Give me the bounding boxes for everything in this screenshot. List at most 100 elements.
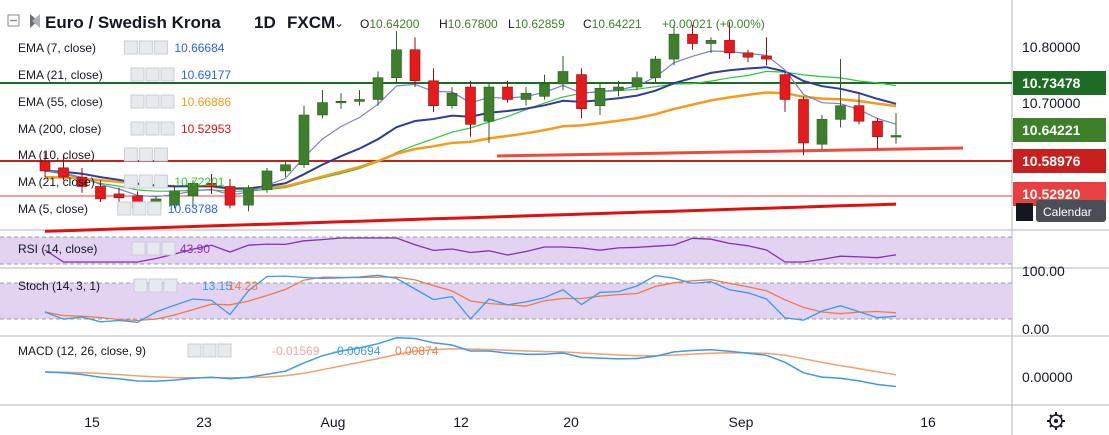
macd-signal-line[interactable]: [44, 347, 897, 379]
candle[interactable]: [409, 49, 421, 82]
indicator-action-icon[interactable]: [160, 67, 175, 82]
indicator-label[interactable]: EMA (21, close): [18, 68, 103, 82]
calendar-label[interactable]: Calendar: [1043, 205, 1092, 219]
candle[interactable]: [557, 71, 569, 85]
indicator-action-icon[interactable]: [132, 201, 147, 216]
trendline[interactable]: [496, 146, 964, 158]
candle[interactable]: [39, 161, 51, 172]
indicator-action-icon[interactable]: [145, 94, 160, 109]
candle[interactable]: [742, 52, 754, 58]
stoch-d-line[interactable]: [44, 276, 897, 322]
candle[interactable]: [372, 77, 384, 100]
candle[interactable]: [391, 49, 402, 79]
indicator-action-icon[interactable]: [130, 121, 145, 136]
indicator-label[interactable]: MA (21, close): [18, 175, 95, 189]
candle[interactable]: [539, 83, 550, 97]
candle[interactable]: [354, 99, 365, 102]
candle[interactable]: [816, 119, 828, 145]
candle[interactable]: [724, 40, 735, 54]
exchange-label[interactable]: FXCM: [287, 13, 335, 32]
candle[interactable]: [169, 190, 180, 206]
macd-label[interactable]: MACD (12, 26, close, 9): [18, 344, 146, 358]
candle[interactable]: [335, 101, 347, 104]
indicator-action-icon[interactable]: [123, 174, 138, 189]
indicator-action-icon[interactable]: [138, 147, 153, 162]
candle[interactable]: [798, 99, 809, 144]
indicator-action-icon[interactable]: [130, 94, 145, 109]
indicator-action-icon[interactable]: [145, 121, 160, 136]
candle[interactable]: [576, 74, 587, 110]
chevron-down-icon[interactable]: ⌄: [334, 16, 344, 30]
candle[interactable]: [502, 86, 513, 100]
candle[interactable]: [890, 135, 902, 138]
indicator-action-icon[interactable]: [202, 343, 217, 358]
candle[interactable]: [687, 33, 698, 44]
candle[interactable]: [280, 164, 291, 172]
candle[interactable]: [779, 74, 791, 100]
indicator-action-icon[interactable]: [117, 201, 132, 216]
collapse-icon[interactable]: [7, 14, 20, 27]
candle[interactable]: [872, 120, 883, 138]
indicator-action-icon[interactable]: [153, 174, 168, 189]
indicator-action-icon[interactable]: [146, 241, 161, 256]
stoch-k-line[interactable]: [44, 274, 897, 323]
candle[interactable]: [483, 86, 495, 122]
gear-icon[interactable]: [1047, 412, 1065, 430]
symbol-title[interactable]: Euro / Swedish Krona: [45, 13, 221, 32]
candle[interactable]: [631, 77, 643, 88]
macd-line[interactable]: [44, 337, 897, 388]
candle[interactable]: [206, 183, 217, 187]
time-axis[interactable]: 15 23 Aug 12 20 Sep 16: [84, 414, 936, 430]
indicator-action-icon[interactable]: [123, 147, 138, 162]
candle[interactable]: [298, 114, 310, 166]
candle[interactable]: [58, 167, 69, 178]
indicator-action-icon[interactable]: [187, 343, 202, 358]
ma200-line[interactable]: [44, 202, 897, 233]
indicator-action-icon[interactable]: [160, 121, 175, 136]
indicator-label[interactable]: EMA (55, close): [18, 95, 103, 109]
candle[interactable]: [853, 105, 865, 122]
interval-label[interactable]: 1D: [254, 13, 276, 32]
candle[interactable]: [761, 55, 772, 60]
stoch-label[interactable]: Stoch (14, 3, 1): [18, 279, 100, 293]
indicator-action-icon[interactable]: [133, 278, 148, 293]
rsi-label[interactable]: RSI (14, close): [18, 242, 97, 256]
candle[interactable]: [76, 176, 88, 187]
price-axis[interactable]: 10.80000 10.70000 10.73478 10.64221 10.589…: [1013, 39, 1106, 385]
indicator-action-icon[interactable]: [138, 174, 153, 189]
indicator-label[interactable]: MA (200, close): [18, 122, 101, 136]
candle[interactable]: [224, 186, 236, 206]
candle[interactable]: [835, 105, 846, 120]
indicator-action-icon[interactable]: [148, 278, 163, 293]
candle[interactable]: [428, 80, 439, 106]
candle[interactable]: [261, 170, 273, 190]
macd-pane[interactable]: [0, 336, 1012, 404]
candle[interactable]: [113, 193, 125, 198]
candles-group[interactable]: [39, 21, 902, 215]
indicator-action-icon[interactable]: [217, 343, 232, 358]
indicator-action-icon[interactable]: [161, 241, 176, 256]
indicator-action-icon[interactable]: [131, 241, 146, 256]
candle[interactable]: [317, 102, 328, 116]
candle[interactable]: [613, 86, 624, 91]
candle[interactable]: [650, 58, 661, 79]
indicator-action-icon[interactable]: [145, 67, 160, 82]
indicator-action-icon[interactable]: [147, 201, 162, 216]
indicator-action-icon[interactable]: [130, 67, 145, 82]
indicator-action-icon[interactable]: [163, 278, 178, 293]
indicator-label[interactable]: EMA (7, close): [18, 41, 96, 55]
rsi-line[interactable]: [44, 237, 897, 263]
calendar-tooltip[interactable]: [1036, 200, 1106, 222]
candle[interactable]: [594, 87, 606, 106]
candle[interactable]: [95, 186, 106, 200]
indicator-action-icon[interactable]: [153, 40, 168, 55]
indicator-action-icon[interactable]: [138, 40, 153, 55]
indicator-action-icon[interactable]: [160, 94, 175, 109]
candle[interactable]: [446, 92, 458, 106]
indicator-action-icon[interactable]: [123, 40, 138, 55]
candle[interactable]: [465, 86, 476, 125]
indicator-label[interactable]: MA (5, close): [18, 202, 88, 216]
candle[interactable]: [243, 187, 254, 206]
indicator-action-icon[interactable]: [153, 147, 168, 162]
